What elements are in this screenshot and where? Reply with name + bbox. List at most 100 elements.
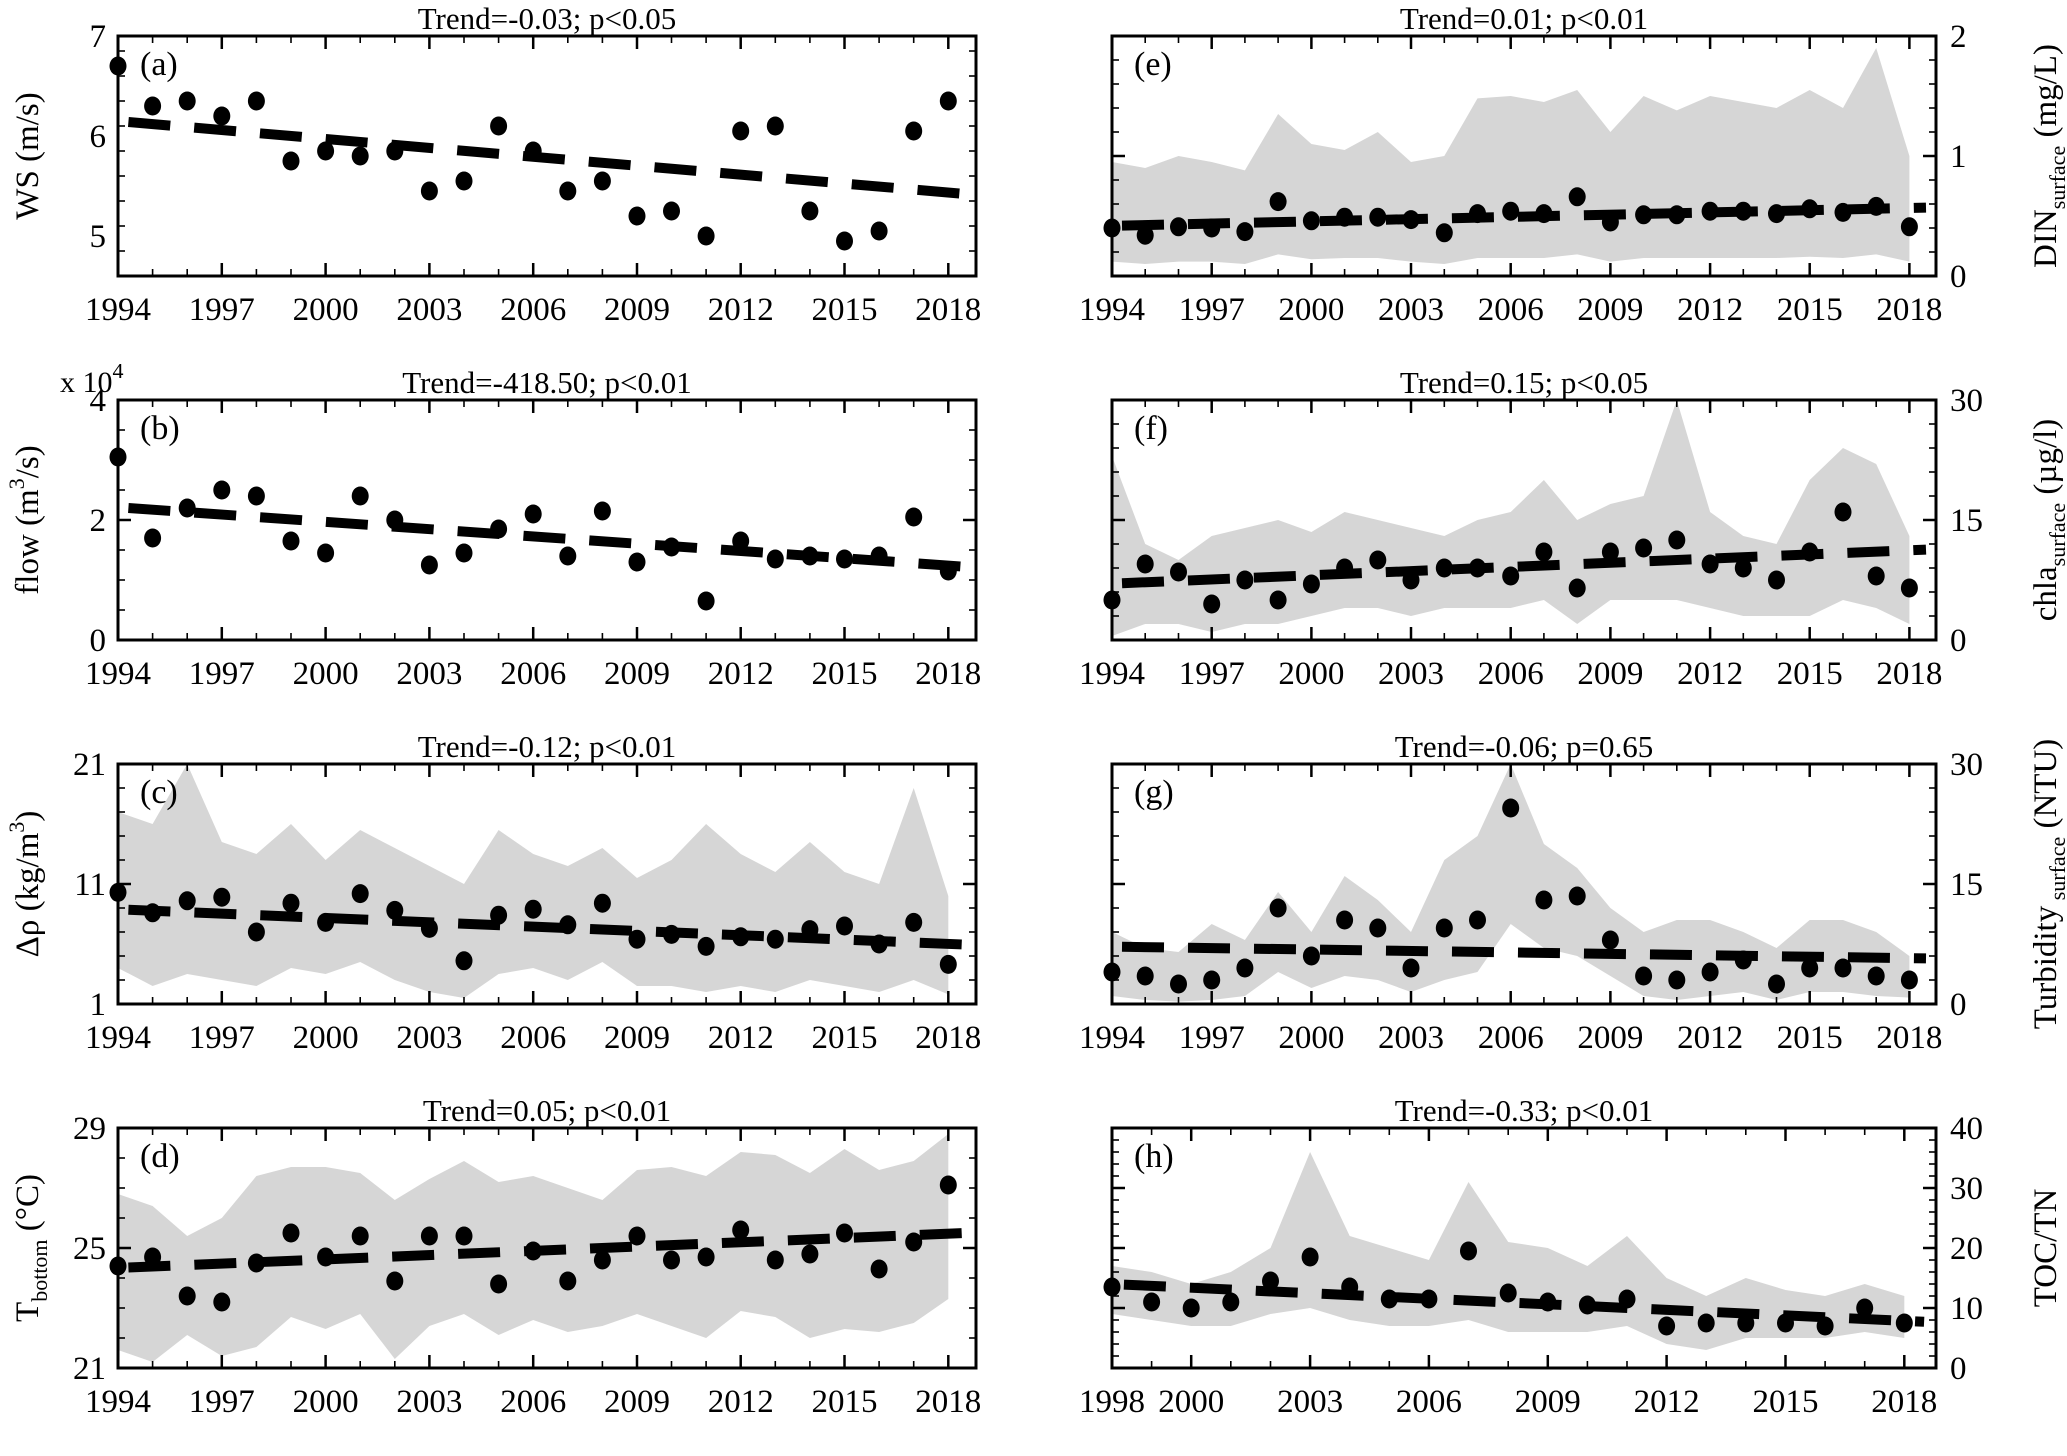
x-tick-label: 2000: [1278, 656, 1344, 692]
x-tick-label: 2006: [500, 1020, 566, 1056]
data-point: [1262, 1271, 1279, 1291]
trend-line: [1121, 202, 1927, 231]
panel-f-title: Trend=0.15; p<0.05: [1399, 365, 1649, 400]
x-tick-label: 2003: [396, 1384, 462, 1420]
data-point: [1301, 1247, 1319, 1267]
y-tick-label: 15: [1950, 503, 1983, 539]
panel-d-letter: (d): [140, 1138, 180, 1175]
data-point: [247, 486, 265, 506]
y-tick-label: 21: [73, 1351, 106, 1387]
y-tick-label: 11: [74, 867, 106, 903]
x-tick-label: 2000: [1158, 1384, 1224, 1420]
data-point: [1658, 1316, 1676, 1336]
x-tick-label: 2000: [1278, 292, 1344, 328]
data-point: [766, 549, 784, 569]
x-tick-label: 1994: [85, 656, 151, 692]
data-point: [490, 905, 508, 925]
data-point: [663, 201, 680, 221]
data-point: [247, 922, 265, 942]
y-tick-label: 10: [1950, 1291, 1983, 1327]
x-tick-label: 2006: [1478, 656, 1544, 692]
data-point: [1203, 594, 1221, 614]
data-point: [939, 954, 957, 974]
data-point: [766, 116, 784, 136]
data-point: [1768, 570, 1785, 590]
data-point: [801, 1244, 819, 1264]
data-point: [455, 543, 473, 563]
data-point: [732, 1220, 750, 1240]
x-tick-label: 2009: [604, 1020, 670, 1056]
data-point: [766, 1250, 784, 1270]
data-point: [1601, 542, 1619, 562]
data-point: [1203, 970, 1221, 990]
data-point: [1568, 886, 1586, 906]
data-point: [1269, 590, 1287, 610]
data-point: [697, 936, 715, 956]
svg-text:flow (m3/s): flow (m3/s): [4, 445, 46, 594]
data-point: [905, 121, 923, 141]
data-point: [386, 1271, 404, 1291]
data-point: [1469, 910, 1486, 930]
y-tick-label: 2: [1950, 19, 1967, 55]
data-point: [1143, 1292, 1161, 1312]
x-tick-label: 1997: [1179, 1020, 1245, 1056]
data-point: [559, 181, 577, 201]
trend-line: [127, 117, 967, 199]
y-tick-label: 5: [90, 219, 107, 255]
x-tick-label: 2012: [708, 1020, 774, 1056]
x-tick-label: 2009: [1577, 656, 1643, 692]
x-tick-label: 2018: [915, 292, 981, 328]
data-point: [1435, 558, 1453, 578]
data-point: [870, 221, 888, 241]
data-point: [593, 893, 611, 913]
data-point: [247, 91, 265, 111]
y-axis-label: DINsurface (mg/L): [2028, 44, 2067, 268]
data-point: [1768, 204, 1785, 224]
panel-d: 1994 1997 2000 2003 2006 2009 2012 2015 2018 21 25…: [0, 1092, 1034, 1456]
data-point: [213, 1292, 231, 1312]
x-tick-label: 2018: [915, 656, 981, 692]
panel-g-title: Trend=-0.06; p=0.65: [1394, 729, 1654, 764]
panel-g-letter: (g): [1134, 774, 1174, 811]
data-point: [1236, 958, 1254, 978]
x-tick-label: 2009: [604, 1384, 670, 1420]
data-point: [1697, 1313, 1715, 1333]
panel-b-letter: (b): [140, 410, 180, 447]
y-tick-label: 1: [1950, 139, 1967, 175]
y-axis-label: chlasurface (µg/l): [2028, 419, 2067, 622]
data-point: [1269, 192, 1287, 212]
data-point: [386, 900, 404, 920]
data-point: [1635, 538, 1653, 558]
data-point: [144, 528, 162, 548]
data-point: [1635, 205, 1653, 225]
data-point: [697, 226, 715, 246]
panel-c-title: Trend=-0.12; p<0.01: [417, 729, 677, 764]
data-point: [663, 1250, 680, 1270]
data-point: [1895, 1313, 1913, 1333]
y-axis-label: WS (m/s): [10, 92, 46, 219]
y-axis-label: flow (m3/s): [4, 445, 46, 594]
y-axis-label: Tbottom (°C): [10, 1174, 52, 1322]
x-tick-label: 2003: [396, 656, 462, 692]
panel-h: 1998 2000 2003 2006 2009 2012 2015 2018 0 10 20 30 4…: [1034, 1092, 2067, 1456]
panel-h-plot: 1998 2000 2003 2006 2009 2012 2015 2018 0 10 20 30 4…: [1079, 1111, 2064, 1420]
x-tick-label: 2003: [1378, 292, 1444, 328]
x-tick-label: 2006: [500, 292, 566, 328]
panel-c-letter: (c): [140, 774, 178, 811]
y-tick-label: 0: [1950, 987, 1967, 1023]
data-point: [1867, 966, 1885, 986]
trend-line: [1121, 941, 1927, 964]
x-tick-label: 2009: [1577, 292, 1643, 328]
svg-text:chlasurface (µg/l): chlasurface (µg/l): [2028, 419, 2067, 622]
data-point: [1701, 554, 1719, 574]
x-tick-label: 2018: [915, 1020, 981, 1056]
data-point: [1369, 550, 1387, 570]
panel-a-letter: (a): [140, 46, 178, 83]
data-point: [1236, 570, 1254, 590]
x-tick-label: 2018: [1876, 656, 1942, 692]
data-point: [628, 552, 646, 572]
panel-e-title: Trend=0.01; p<0.01: [1399, 1, 1649, 36]
svg-text:WS (m/s): WS (m/s): [10, 92, 46, 219]
